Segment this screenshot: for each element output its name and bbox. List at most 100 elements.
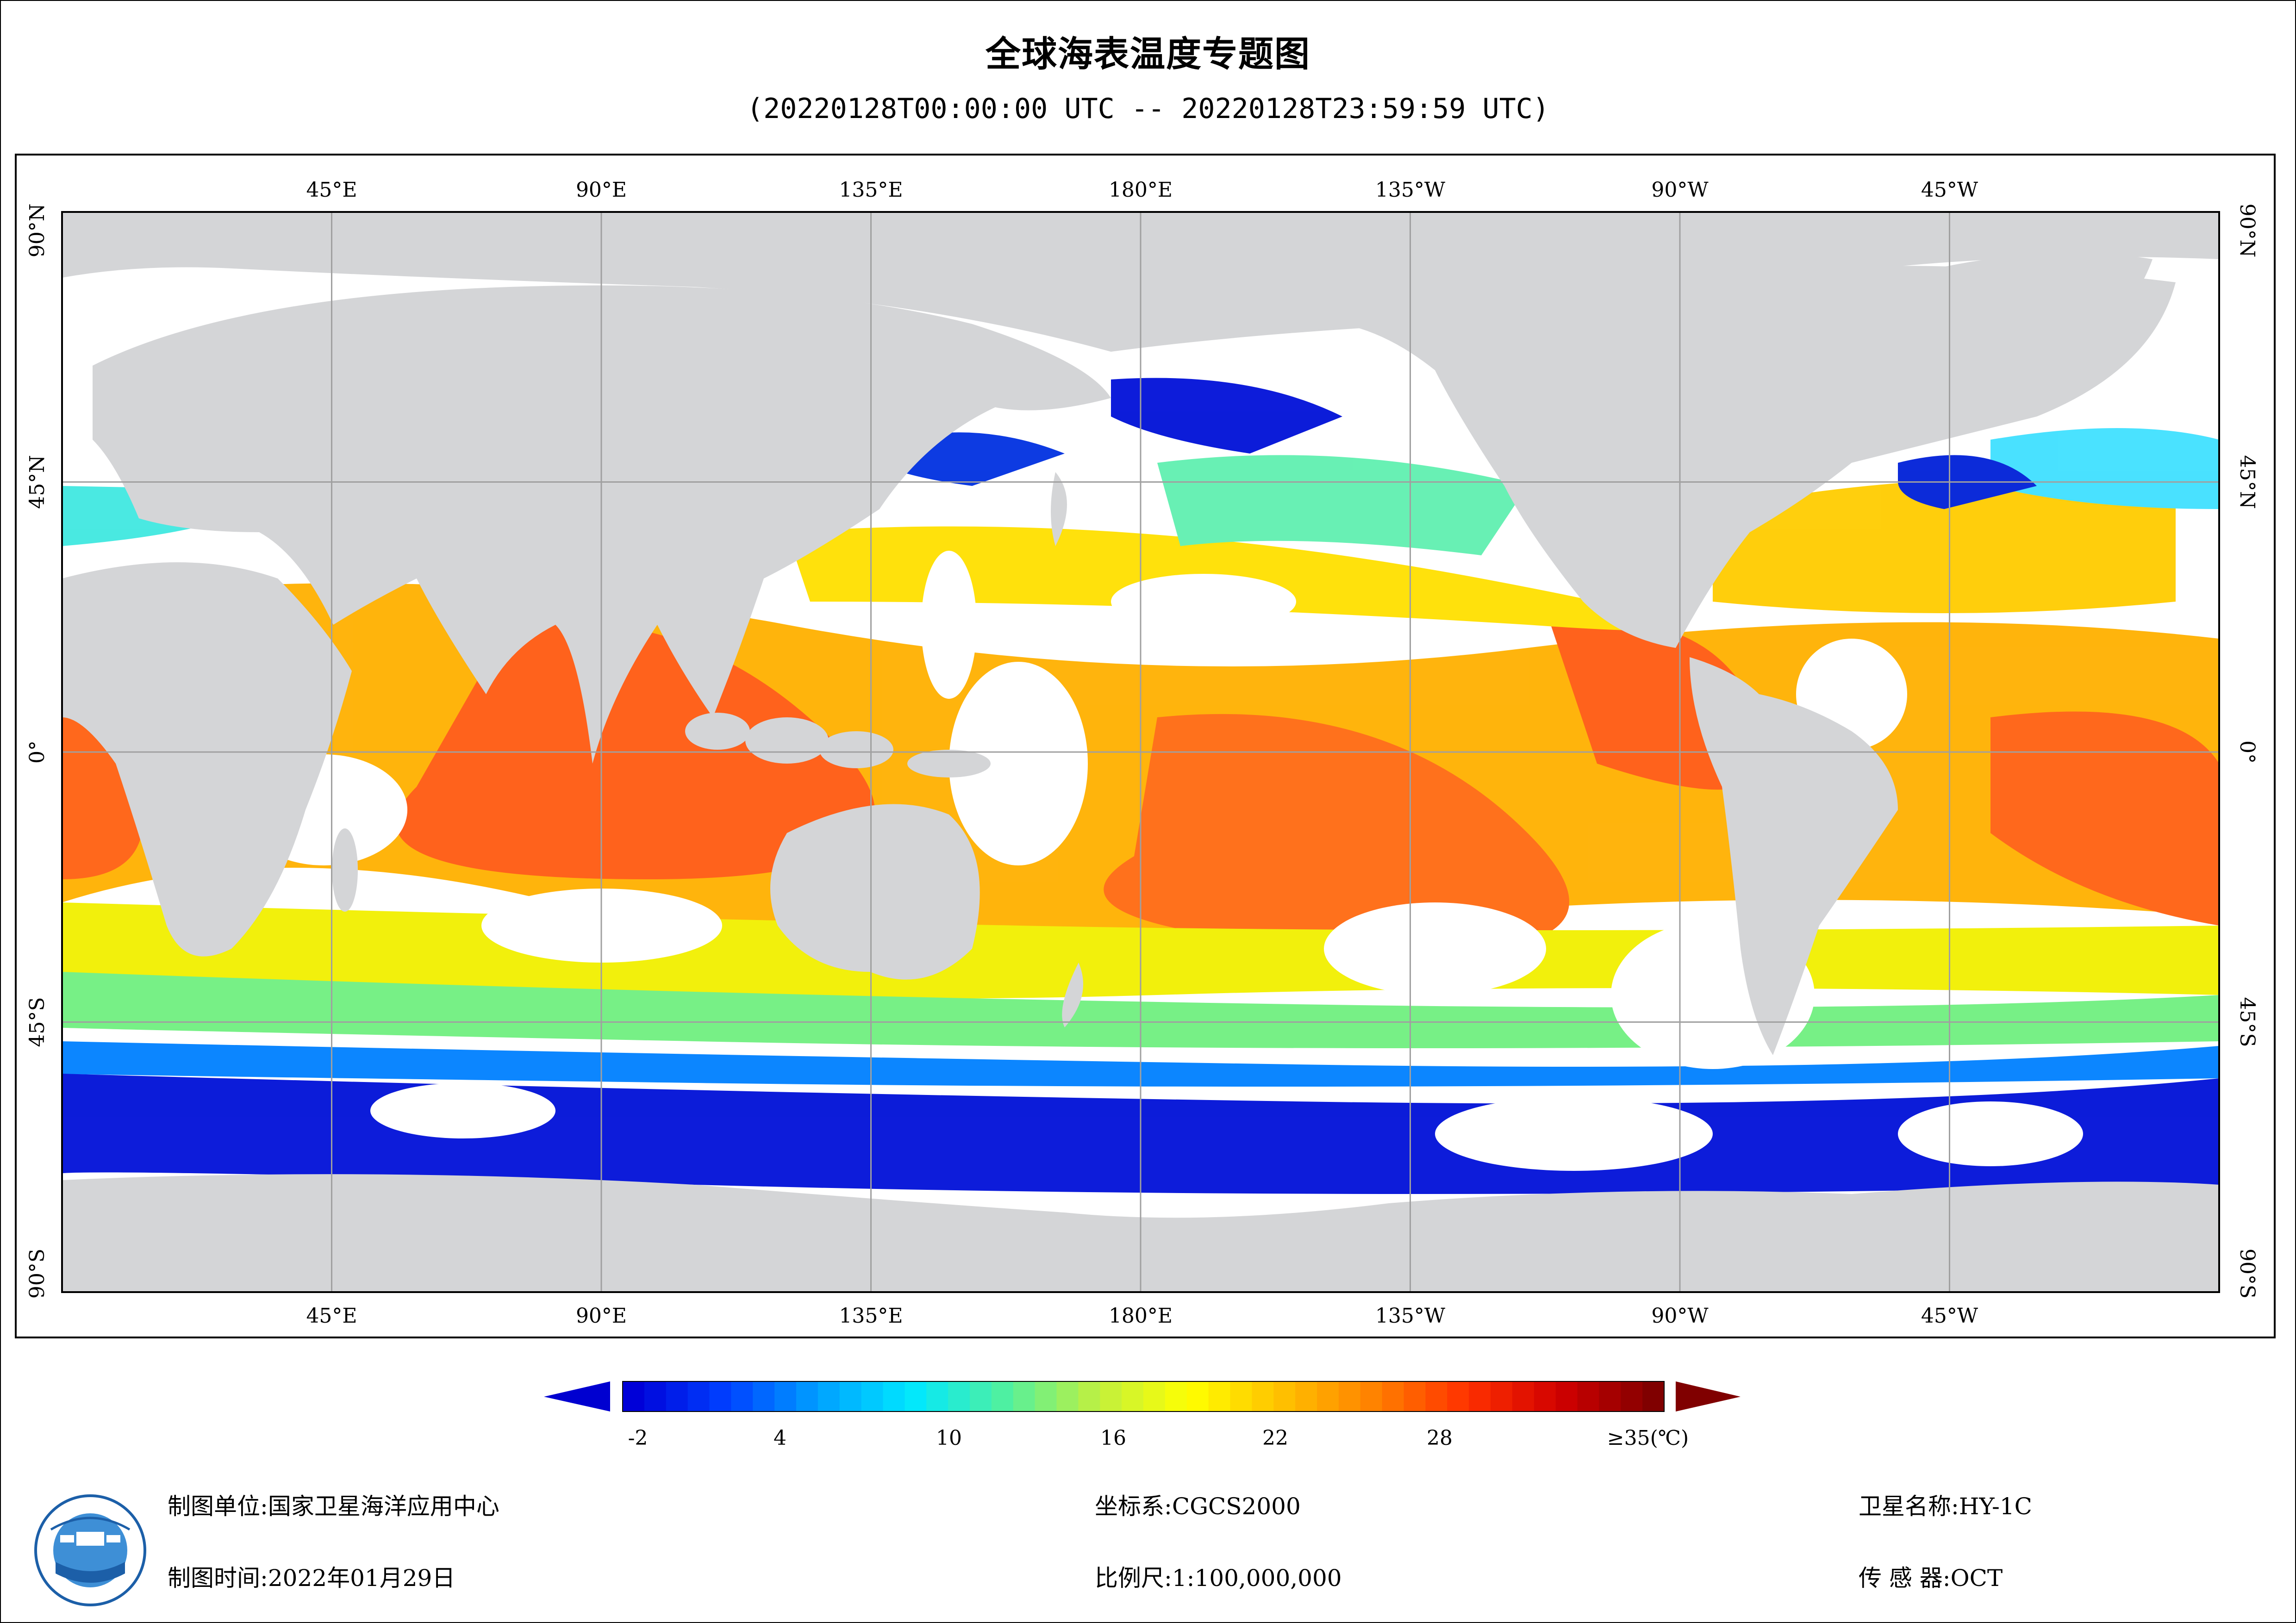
legend-color-step [623, 1381, 645, 1412]
legend-color-step [1100, 1381, 1123, 1412]
color-legend: -2 4 10 16 22 28 ≥35(℃) [544, 1381, 1741, 1450]
legend-color-step [1404, 1381, 1426, 1412]
legend-color-step [1425, 1381, 1448, 1412]
nsoas-logo-icon [34, 1494, 146, 1606]
legend-color-step [1599, 1381, 1622, 1412]
legend-color-step [1642, 1381, 1665, 1412]
satellite-name-label: 卫星名称:HY-1C [1859, 1493, 2032, 1520]
legend-tick-label: 10 [936, 1426, 962, 1450]
legend-tick-label: ≥35(℃) [1607, 1426, 1689, 1450]
latitude-label-left: 90°S [25, 1249, 49, 1299]
legend-color-step [991, 1381, 1014, 1412]
legend-color-step [1360, 1381, 1383, 1412]
longitude-label-bottom: 135°W [1375, 1304, 1446, 1328]
org-label: 制图单位:国家卫星海洋应用中心 [168, 1493, 499, 1520]
legend-color-step [1317, 1381, 1339, 1412]
latitude-label-left: 45°S [25, 997, 49, 1047]
legend-color-step [1621, 1381, 1643, 1412]
latitude-label-right: 45°N [2235, 455, 2259, 509]
graticule [62, 212, 2219, 1292]
legend-color-step [1122, 1381, 1144, 1412]
legend-color-step [1013, 1381, 1036, 1412]
legend-color-step [883, 1381, 905, 1412]
legend-color-step [861, 1381, 884, 1412]
map-inner-border [61, 211, 2220, 1293]
legend-color-step [1143, 1381, 1166, 1412]
legend-color-step [817, 1381, 840, 1412]
latitude-label-left: 45°N [25, 455, 49, 509]
longitude-label-bottom: 90°E [576, 1304, 627, 1328]
latitude-label-left: 0° [25, 740, 49, 764]
legend-color-step [1382, 1381, 1404, 1412]
latitude-label-right: 90°S [2235, 1249, 2259, 1299]
production-time-label: 制图时间:2022年01月29日 [168, 1565, 455, 1592]
latitude-labels-left: 90°N 45°N 0° 45°S 90°S [25, 204, 49, 1299]
latitude-labels-right: 90°N 45°N 0° 45°S 90°S [2235, 204, 2259, 1299]
legend-bar-frame [622, 1381, 1665, 1412]
longitude-label-top: 45°E [306, 178, 357, 202]
legend-color-step [1273, 1381, 1296, 1412]
longitude-label-top: 90°W [1651, 178, 1709, 202]
map-subtitle: (20220128T00:00:00 UTC -- 20220128T23:59… [747, 93, 1549, 125]
sensor-label: 传 感 器:OCT [1859, 1565, 2003, 1592]
legend-color-step [709, 1381, 732, 1412]
legend-right-arrow-icon [1676, 1381, 1741, 1412]
legend-tick-label: 28 [1427, 1426, 1453, 1450]
legend-color-step [1078, 1381, 1101, 1412]
legend-color-step [1338, 1381, 1361, 1412]
legend-color-step [905, 1381, 927, 1412]
legend-color-step [948, 1381, 970, 1412]
legend-color-step [1252, 1381, 1274, 1412]
legend-color-step [1186, 1381, 1209, 1412]
legend-color-step [1035, 1381, 1057, 1412]
latitude-label-right: 45°S [2235, 997, 2259, 1047]
legend-tick-label: 22 [1262, 1426, 1288, 1450]
legend-color-step [1512, 1381, 1535, 1412]
longitude-label-bottom: 45°W [1921, 1304, 1978, 1328]
legend-tick-label: 16 [1100, 1426, 1126, 1450]
legend-color-step [970, 1381, 992, 1412]
legend-color-step [1165, 1381, 1187, 1412]
legend-color-step [926, 1381, 949, 1412]
legend-color-step [1534, 1381, 1556, 1412]
legend-color-step [1208, 1381, 1231, 1412]
map-content [62, 212, 2219, 1292]
longitude-label-bottom: 135°E [839, 1304, 903, 1328]
legend-color-step [644, 1381, 667, 1412]
legend-color-step [839, 1381, 862, 1412]
legend-color-step [1056, 1381, 1079, 1412]
longitude-label-bottom: 90°W [1651, 1304, 1709, 1328]
legend-color-step [731, 1381, 754, 1412]
latitude-label-right: 0° [2235, 740, 2259, 764]
longitude-label-bottom: 180°E [1109, 1304, 1173, 1328]
coordinate-system-label: 坐标系:CGCS2000 [1095, 1493, 1301, 1520]
map-frame [15, 154, 2276, 1338]
legend-color-step [796, 1381, 818, 1412]
legend-color-step [774, 1381, 797, 1412]
longitude-label-top: 180°E [1109, 178, 1173, 202]
legend-color-step [1491, 1381, 1513, 1412]
legend-tick-label: 4 [774, 1426, 786, 1450]
legend-color-step [1555, 1381, 1578, 1412]
legend-color-step [1295, 1381, 1317, 1412]
legend-color-bar [622, 1381, 1665, 1412]
longitude-labels-top: 45°E 90°E 135°E 180°E 135°W 90°W 45°W [306, 178, 1978, 202]
longitude-label-top: 90°E [576, 178, 627, 202]
latitude-label-left: 90°N [25, 204, 49, 258]
legend-color-step [1230, 1381, 1253, 1412]
scale-label: 比例尺:1:100,000,000 [1095, 1565, 1342, 1592]
legend-color-step [1469, 1381, 1491, 1412]
map-title: 全球海表温度专题图 [986, 33, 1310, 75]
legend-color-step [753, 1381, 775, 1412]
longitude-label-top: 135°E [839, 178, 903, 202]
longitude-label-top: 135°W [1375, 178, 1446, 202]
longitude-label-top: 45°W [1921, 178, 1978, 202]
legend-tick-labels: -2 4 10 16 22 28 ≥35(℃) [628, 1426, 1689, 1450]
latitude-label-right: 90°N [2235, 204, 2259, 258]
longitude-label-bottom: 45°E [306, 1304, 357, 1328]
legend-color-step [666, 1381, 688, 1412]
legend-color-step [1447, 1381, 1470, 1412]
longitude-labels-bottom: 45°E 90°E 135°E 180°E 135°W 90°W 45°W [306, 1304, 1978, 1328]
